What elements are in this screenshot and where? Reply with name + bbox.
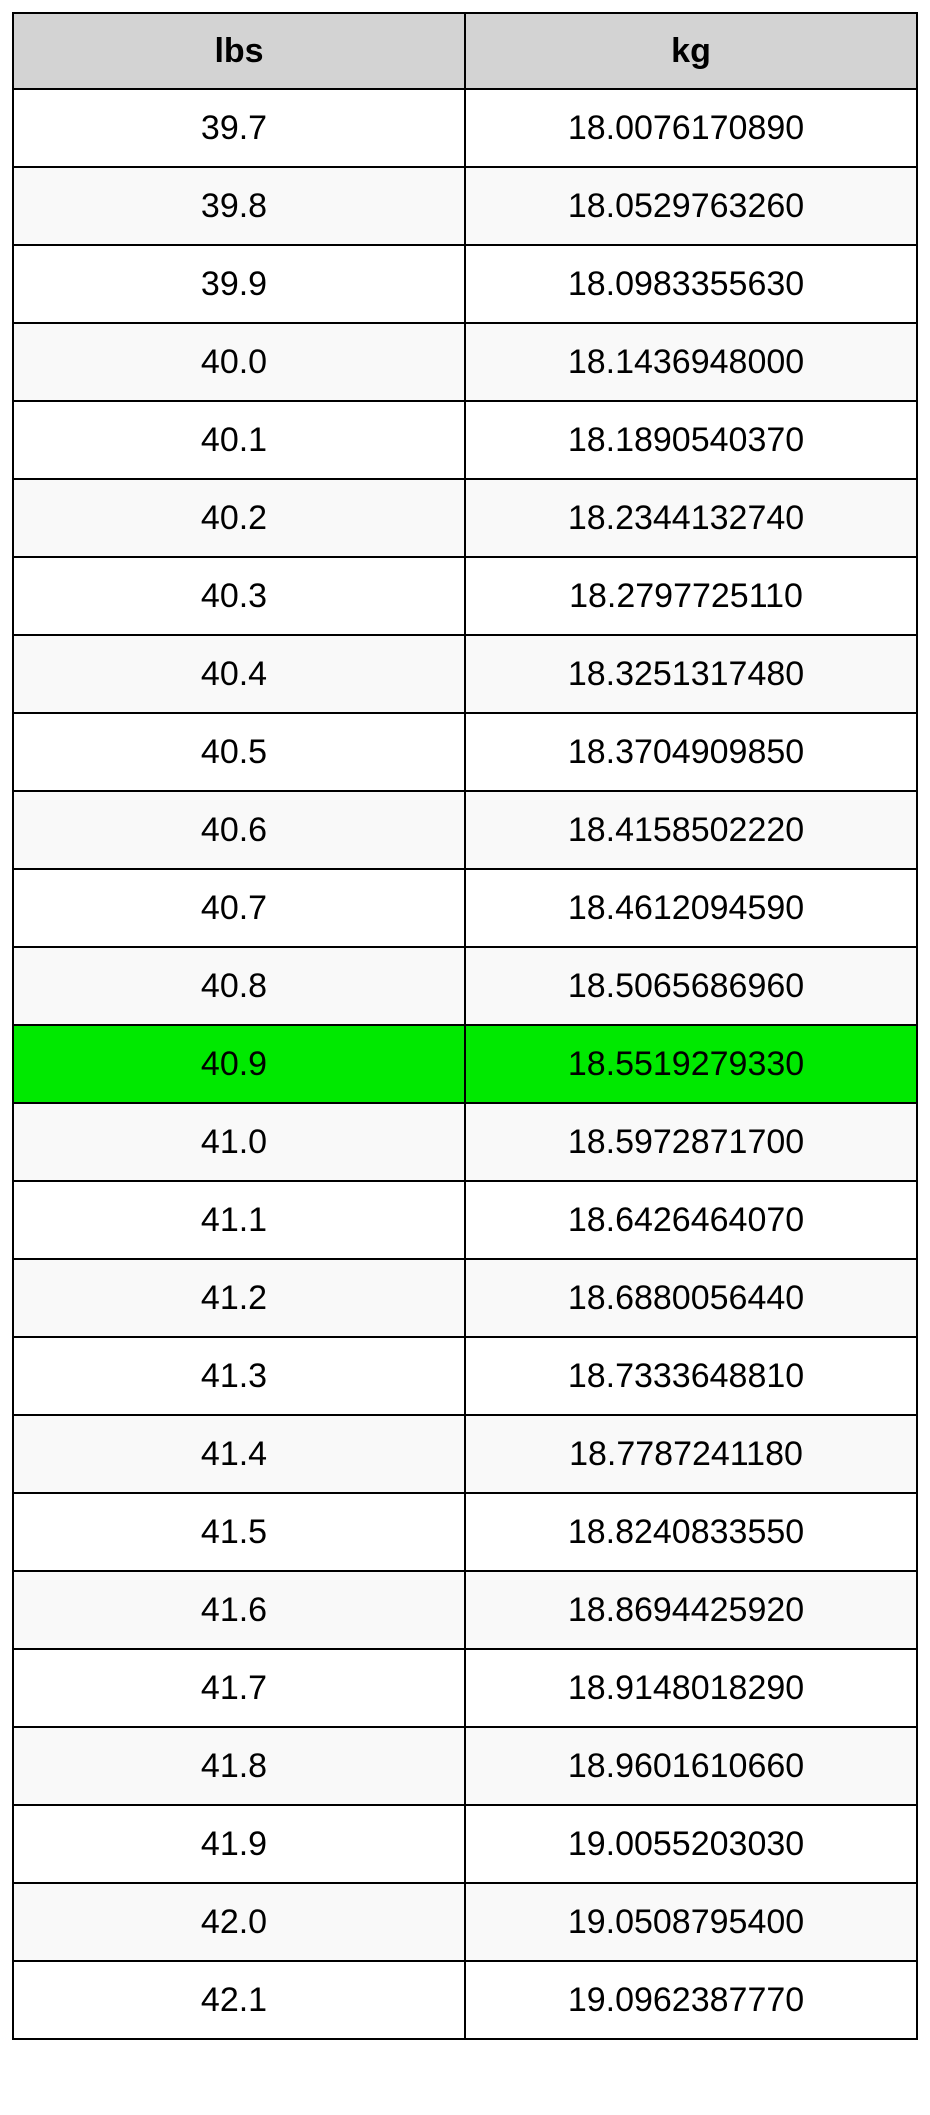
cell-lbs: 40.9 <box>13 1025 465 1103</box>
cell-lbs: 42.1 <box>13 1961 465 2039</box>
table-row: 40.618.4158502220 <box>13 791 917 869</box>
table-row: 39.818.0529763260 <box>13 167 917 245</box>
table-header-row: lbs kg <box>13 13 917 89</box>
cell-kg: 18.1890540370 <box>465 401 917 479</box>
cell-lbs: 40.3 <box>13 557 465 635</box>
cell-kg: 18.0076170890 <box>465 89 917 167</box>
cell-kg: 18.5972871700 <box>465 1103 917 1181</box>
table-row: 41.919.0055203030 <box>13 1805 917 1883</box>
cell-kg: 19.0508795400 <box>465 1883 917 1961</box>
cell-lbs: 41.3 <box>13 1337 465 1415</box>
table-row: 41.718.9148018290 <box>13 1649 917 1727</box>
cell-kg: 19.0962387770 <box>465 1961 917 2039</box>
cell-kg: 18.5519279330 <box>465 1025 917 1103</box>
table-body: 39.718.007617089039.818.052976326039.918… <box>13 89 917 2039</box>
cell-kg: 18.9148018290 <box>465 1649 917 1727</box>
cell-kg: 18.8240833550 <box>465 1493 917 1571</box>
cell-lbs: 42.0 <box>13 1883 465 1961</box>
cell-lbs: 41.1 <box>13 1181 465 1259</box>
cell-kg: 18.7787241180 <box>465 1415 917 1493</box>
cell-lbs: 41.9 <box>13 1805 465 1883</box>
cell-kg: 18.2797725110 <box>465 557 917 635</box>
cell-lbs: 41.5 <box>13 1493 465 1571</box>
cell-lbs: 40.1 <box>13 401 465 479</box>
table-row: 40.218.2344132740 <box>13 479 917 557</box>
column-header-lbs: lbs <box>13 13 465 89</box>
cell-lbs: 41.6 <box>13 1571 465 1649</box>
table-row: 41.518.8240833550 <box>13 1493 917 1571</box>
cell-kg: 18.2344132740 <box>465 479 917 557</box>
cell-kg: 18.3251317480 <box>465 635 917 713</box>
table-row: 41.018.5972871700 <box>13 1103 917 1181</box>
table-row: 40.018.1436948000 <box>13 323 917 401</box>
table-row: 41.818.9601610660 <box>13 1727 917 1805</box>
table-row: 40.818.5065686960 <box>13 947 917 1025</box>
table-row: 41.618.8694425920 <box>13 1571 917 1649</box>
table-row: 39.718.0076170890 <box>13 89 917 167</box>
cell-lbs: 39.9 <box>13 245 465 323</box>
conversion-table: lbs kg 39.718.007617089039.818.052976326… <box>12 12 918 2040</box>
cell-kg: 18.3704909850 <box>465 713 917 791</box>
cell-lbs: 40.6 <box>13 791 465 869</box>
table-row: 39.918.0983355630 <box>13 245 917 323</box>
table-row: 40.418.3251317480 <box>13 635 917 713</box>
cell-lbs: 39.8 <box>13 167 465 245</box>
table-row: 41.418.7787241180 <box>13 1415 917 1493</box>
table-row: 40.118.1890540370 <box>13 401 917 479</box>
cell-kg: 18.7333648810 <box>465 1337 917 1415</box>
cell-kg: 18.0983355630 <box>465 245 917 323</box>
table-row: 40.318.2797725110 <box>13 557 917 635</box>
cell-lbs: 40.8 <box>13 947 465 1025</box>
cell-lbs: 41.8 <box>13 1727 465 1805</box>
cell-lbs: 40.4 <box>13 635 465 713</box>
table-row: 40.518.3704909850 <box>13 713 917 791</box>
cell-lbs: 41.4 <box>13 1415 465 1493</box>
table-row: 41.118.6426464070 <box>13 1181 917 1259</box>
table-row: 42.119.0962387770 <box>13 1961 917 2039</box>
cell-lbs: 41.0 <box>13 1103 465 1181</box>
cell-kg: 19.0055203030 <box>465 1805 917 1883</box>
table-row: 40.718.4612094590 <box>13 869 917 947</box>
table-row: 41.318.7333648810 <box>13 1337 917 1415</box>
cell-lbs: 40.2 <box>13 479 465 557</box>
column-header-kg: kg <box>465 13 917 89</box>
table-row: 40.918.5519279330 <box>13 1025 917 1103</box>
cell-kg: 18.0529763260 <box>465 167 917 245</box>
cell-kg: 18.4158502220 <box>465 791 917 869</box>
cell-lbs: 41.7 <box>13 1649 465 1727</box>
cell-lbs: 41.2 <box>13 1259 465 1337</box>
cell-kg: 18.9601610660 <box>465 1727 917 1805</box>
cell-kg: 18.6426464070 <box>465 1181 917 1259</box>
cell-kg: 18.4612094590 <box>465 869 917 947</box>
cell-kg: 18.1436948000 <box>465 323 917 401</box>
cell-kg: 18.8694425920 <box>465 1571 917 1649</box>
cell-kg: 18.6880056440 <box>465 1259 917 1337</box>
cell-lbs: 40.0 <box>13 323 465 401</box>
cell-kg: 18.5065686960 <box>465 947 917 1025</box>
cell-lbs: 40.7 <box>13 869 465 947</box>
cell-lbs: 40.5 <box>13 713 465 791</box>
table-row: 41.218.6880056440 <box>13 1259 917 1337</box>
cell-lbs: 39.7 <box>13 89 465 167</box>
table-row: 42.019.0508795400 <box>13 1883 917 1961</box>
